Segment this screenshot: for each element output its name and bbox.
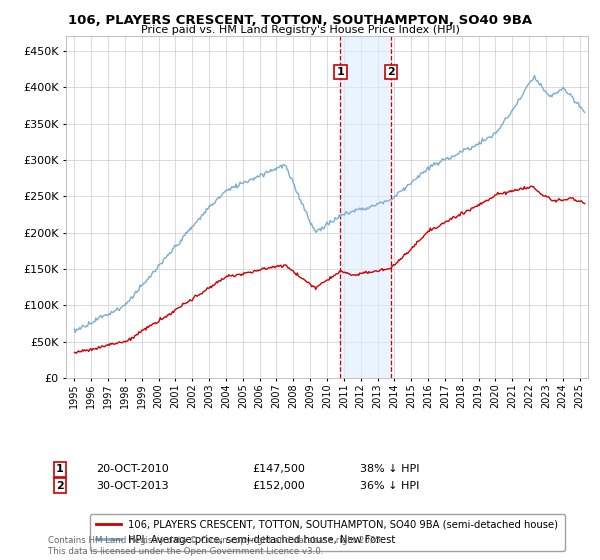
Text: £152,000: £152,000 <box>252 480 305 491</box>
Text: 2: 2 <box>56 480 64 491</box>
Text: 1: 1 <box>337 67 344 77</box>
Text: £147,500: £147,500 <box>252 464 305 474</box>
Text: 1: 1 <box>56 464 64 474</box>
Text: 2: 2 <box>387 67 395 77</box>
Text: Contains HM Land Registry data © Crown copyright and database right 2025.
This d: Contains HM Land Registry data © Crown c… <box>48 536 383 556</box>
Text: Price paid vs. HM Land Registry's House Price Index (HPI): Price paid vs. HM Land Registry's House … <box>140 25 460 35</box>
Text: 106, PLAYERS CRESCENT, TOTTON, SOUTHAMPTON, SO40 9BA: 106, PLAYERS CRESCENT, TOTTON, SOUTHAMPT… <box>68 14 532 27</box>
Legend: 106, PLAYERS CRESCENT, TOTTON, SOUTHAMPTON, SO40 9BA (semi-detached house), HPI:: 106, PLAYERS CRESCENT, TOTTON, SOUTHAMPT… <box>89 514 565 550</box>
Text: 30-OCT-2013: 30-OCT-2013 <box>96 480 169 491</box>
Text: 36% ↓ HPI: 36% ↓ HPI <box>360 480 419 491</box>
Bar <box>340 36 391 378</box>
Text: 20-OCT-2010: 20-OCT-2010 <box>96 464 169 474</box>
Text: 38% ↓ HPI: 38% ↓ HPI <box>360 464 419 474</box>
